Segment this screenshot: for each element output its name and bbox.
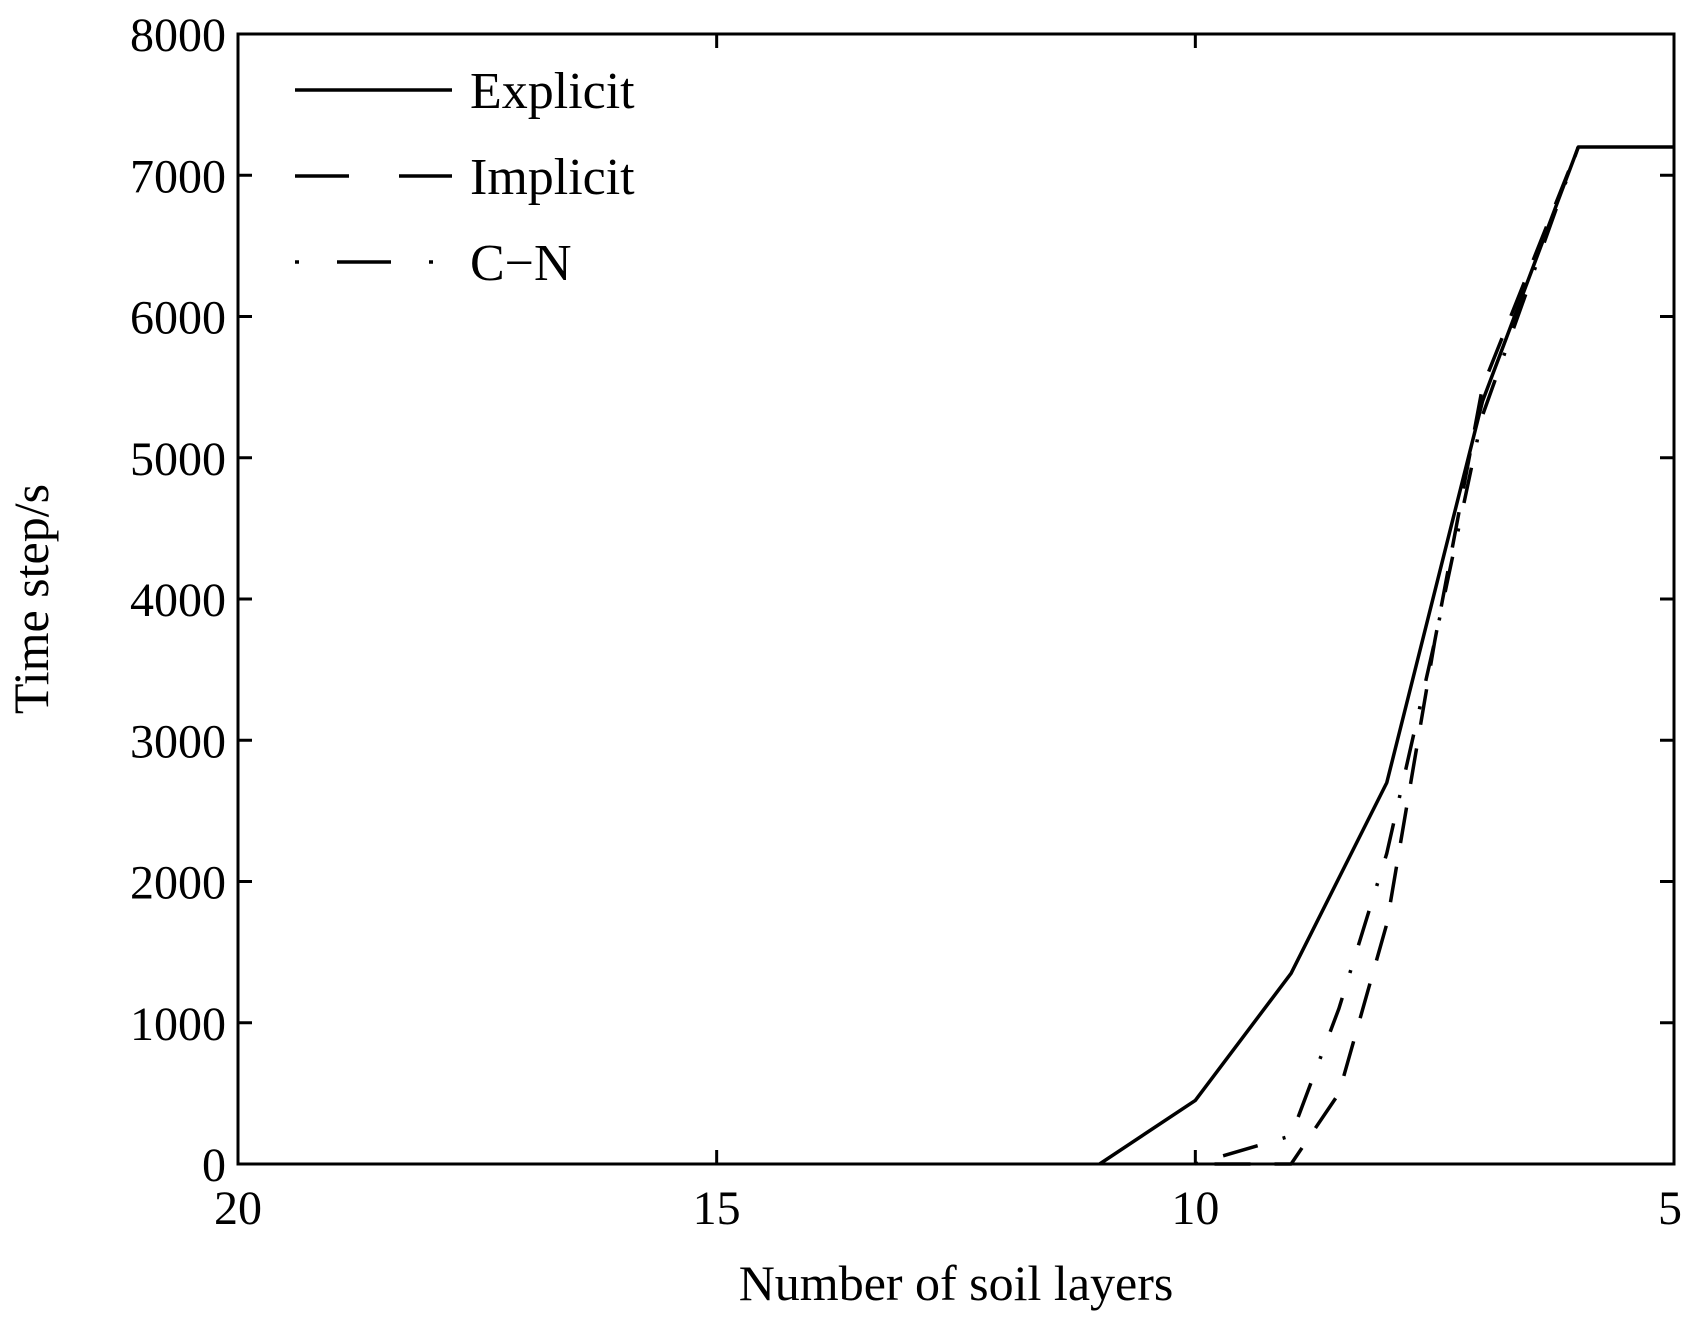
x-axis-label: Number of soil layers bbox=[739, 1255, 1174, 1311]
y-tick-label: 3000 bbox=[130, 715, 226, 768]
series-lines bbox=[1098, 145, 1674, 1166]
y-tick-label: 4000 bbox=[130, 574, 226, 627]
x-tick-label: 10 bbox=[1171, 1182, 1219, 1235]
legend: Explicit Implicit C−N bbox=[295, 63, 635, 292]
series-line-1 bbox=[1098, 145, 1674, 1166]
plot-frame bbox=[236, 32, 1676, 1166]
x-tick-label: 5 bbox=[1658, 1182, 1682, 1235]
series-line-3 bbox=[1194, 146, 1580, 1166]
y-tick-label: 1000 bbox=[130, 998, 226, 1051]
legend-label-3: C−N bbox=[470, 235, 572, 292]
legend-label-2: Implicit bbox=[470, 149, 635, 206]
y-tick-label: 0 bbox=[202, 1139, 226, 1192]
y-tick-label: 6000 bbox=[130, 292, 226, 345]
x-tick-label: 15 bbox=[693, 1182, 741, 1235]
y-tick-label: 2000 bbox=[130, 857, 226, 910]
y-tick-label: 8000 bbox=[130, 9, 226, 62]
y-tick-label: 7000 bbox=[130, 150, 226, 203]
legend-label-1: Explicit bbox=[470, 63, 635, 120]
y-axis-label: Time step/s bbox=[3, 484, 59, 714]
axis-ticks bbox=[236, 32, 1676, 1166]
axis-tick-labels: 20 15 10 5 0 1000 2000 3000 4000 5000 6000 7000 8000 bbox=[130, 9, 1682, 1235]
y-tick-label: 5000 bbox=[130, 433, 226, 486]
x-tick-label: 20 bbox=[214, 1182, 262, 1235]
